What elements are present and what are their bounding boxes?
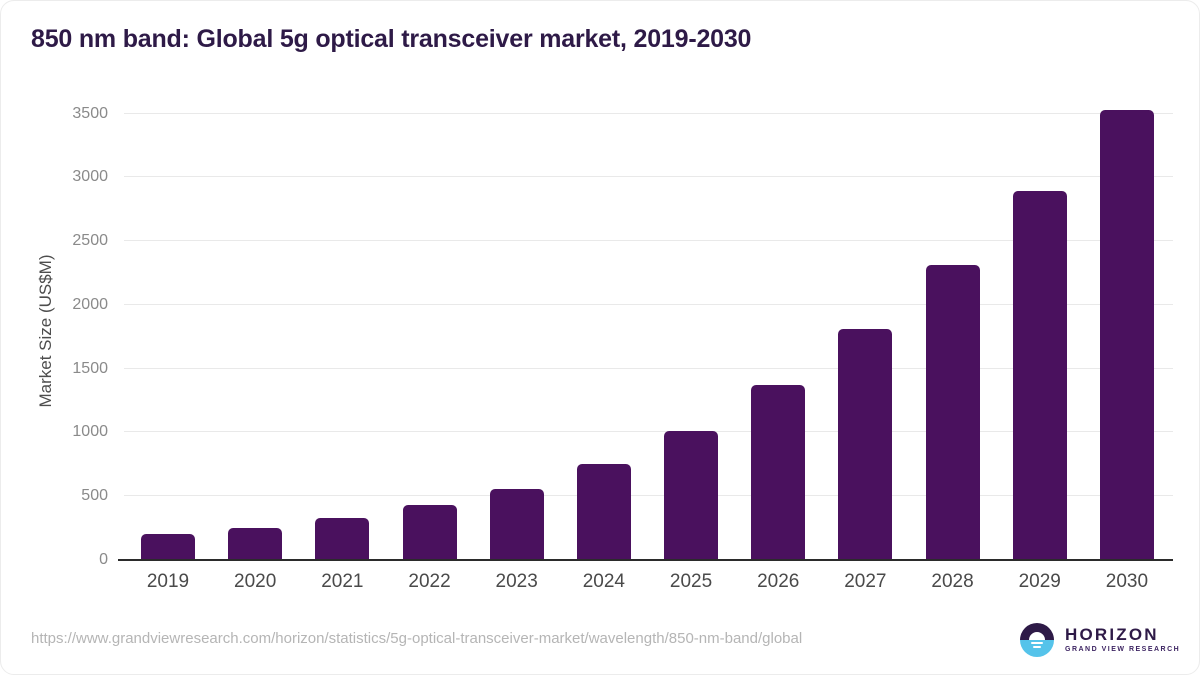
x-tick-labels: 2019 2020 2021 2022 2023 2024 2025 2026 2027 2028… — [124, 571, 1173, 593]
gridline-2500 — [124, 240, 1173, 242]
y-tick-labels: 0 500 1000 1500 2000 2500 3000 3500 — [1, 104, 108, 567]
x-tick-label-2029: 2029 — [1018, 571, 1061, 592]
y-tick-label-1000: 1000 — [72, 423, 108, 441]
x-tick-label-2021: 2021 — [321, 571, 364, 592]
bar-series — [124, 106, 1173, 560]
sun-reflection-line-icon — [1031, 642, 1043, 644]
bar-2025 — [664, 430, 719, 560]
x-tick-label-2023: 2023 — [495, 571, 538, 592]
bar-2022 — [402, 505, 457, 560]
x-axis-line — [118, 559, 1173, 561]
y-tick-label-1500: 1500 — [72, 359, 108, 377]
bar-2020 — [228, 528, 283, 560]
chart-title: 850 nm band: Global 5g optical transceiv… — [31, 25, 752, 53]
bar-2029 — [1012, 191, 1067, 560]
y-tick-label-3000: 3000 — [72, 168, 108, 186]
gridline-3500 — [124, 112, 1173, 114]
x-tick-label-2025: 2025 — [669, 571, 713, 592]
horizon-logo-icon — [1020, 623, 1054, 657]
y-tick-label-500: 500 — [81, 487, 108, 505]
gridlines — [124, 106, 1173, 560]
gridline-3000 — [124, 176, 1173, 178]
sun-icon — [1029, 632, 1045, 640]
y-tick-label-2000: 2000 — [72, 295, 108, 313]
gridline-1500 — [124, 367, 1173, 369]
bar-2027 — [838, 329, 893, 560]
x-tick-label-2020: 2020 — [234, 571, 277, 592]
y-tick-label-3500: 3500 — [72, 104, 108, 122]
bar-2023 — [489, 488, 544, 560]
bar-2026 — [751, 385, 806, 560]
x-tick-label-2027: 2027 — [844, 571, 887, 592]
gridline-1000 — [124, 431, 1173, 433]
x-tick-label-2022: 2022 — [408, 571, 451, 592]
gridline-2000 — [124, 303, 1173, 305]
horizon-logo: HORIZON GRAND VIEW RESEARCH — [1020, 623, 1180, 657]
bar-2030 — [1099, 109, 1154, 560]
logo-text: HORIZON GRAND VIEW RESEARCH — [1065, 626, 1180, 654]
x-tick-label-2028: 2028 — [931, 571, 974, 592]
x-tick-label-2019: 2019 — [146, 571, 190, 592]
logo-subtitle: GRAND VIEW RESEARCH — [1065, 646, 1181, 653]
bar-2021 — [315, 517, 370, 560]
y-tick-label-2500: 2500 — [72, 232, 108, 250]
plot-area — [118, 106, 1173, 561]
logo-title: HORIZON — [1065, 625, 1159, 644]
source-url: https://www.grandviewresearch.com/horizo… — [31, 630, 803, 647]
x-tick-label-2024: 2024 — [582, 571, 625, 592]
y-tick-label-0: 0 — [99, 551, 108, 568]
x-tick-label-2030: 2030 — [1105, 571, 1149, 592]
bar-2024 — [576, 464, 631, 560]
bar-2019 — [141, 533, 195, 560]
gridline-500 — [124, 495, 1173, 497]
bar-2028 — [925, 264, 980, 560]
x-tick-label-2026: 2026 — [757, 571, 800, 592]
sun-reflection-line-icon — [1033, 646, 1041, 648]
